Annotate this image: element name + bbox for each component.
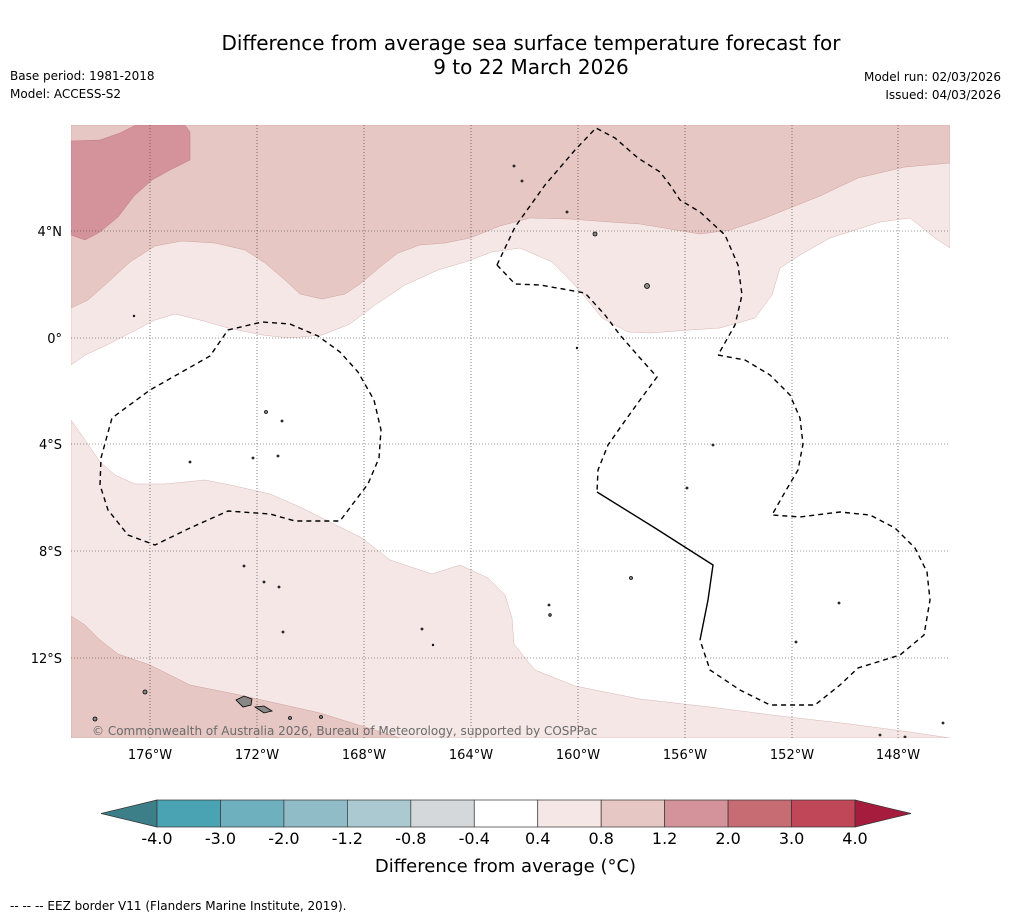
base-period: Base period: 1981-2018 bbox=[10, 69, 155, 83]
colorbar-tick-label: -0.4 bbox=[459, 829, 490, 848]
eez-borders bbox=[99, 127, 931, 706]
eez-western-loop bbox=[99, 321, 382, 546]
eez-tokelau-kiribati bbox=[496, 127, 743, 356]
anomaly-region-northwest-high bbox=[71, 125, 191, 241]
map-title: Difference from average sea surface temp… bbox=[0, 31, 1011, 79]
colorbar-extend-high bbox=[854, 799, 912, 828]
title-line-1: Difference from average sea surface temp… bbox=[221, 31, 841, 55]
colorbar-tick-label: -3.0 bbox=[205, 829, 236, 848]
eez-solid-boundary bbox=[596, 491, 714, 641]
samoa-island-west bbox=[235, 695, 253, 708]
colorbar-tick-label: -0.8 bbox=[395, 829, 426, 848]
lat-ticks: 4°N 0° 4°S 8°S 12°S bbox=[31, 225, 62, 667]
lon-tick: 172°W bbox=[235, 748, 279, 763]
gridlines bbox=[71, 125, 950, 738]
colorbar-tick-label: 0.4 bbox=[525, 829, 550, 848]
colorbar-ticks: -4.0 -3.0 -2.0 -1.2 -0.8 -0.4 0.4 0.8 1.2 2.0 3.0 4… bbox=[141, 829, 867, 848]
colorbar-tick-label: -2.0 bbox=[268, 829, 299, 848]
meta-right: Model run: 02/03/2026 Issued: 04/03/2026 bbox=[864, 68, 1001, 104]
anomaly-region-south-mid bbox=[71, 615, 401, 738]
colorbar-tick-label: 2.0 bbox=[715, 829, 740, 848]
meta-left: Base period: 1981-2018 Model: ACCESS-S2 bbox=[10, 67, 155, 103]
lat-tick: 0° bbox=[47, 332, 62, 347]
colorbar-segment bbox=[600, 799, 665, 828]
map-panel bbox=[71, 125, 950, 738]
colorbar-segment bbox=[727, 799, 792, 828]
lon-ticks: 176°W 172°W 168°W 164°W 160°W 156°W 152°… bbox=[128, 748, 920, 763]
colorbar-segment bbox=[473, 799, 539, 828]
colorbar-segment bbox=[410, 799, 475, 828]
eez-southern-loop bbox=[699, 354, 931, 706]
lon-tick: 168°W bbox=[342, 748, 386, 763]
lon-tick: 164°W bbox=[449, 748, 493, 763]
lat-tick: 12°S bbox=[31, 652, 62, 667]
lon-tick: 156°W bbox=[663, 748, 707, 763]
title-line-2: 9 to 22 March 2026 bbox=[433, 55, 629, 79]
colorbar bbox=[100, 799, 912, 828]
eez-central-boundary bbox=[496, 264, 658, 493]
colorbar-segment bbox=[347, 799, 412, 828]
lat-tick: 4°S bbox=[39, 438, 62, 453]
colorbar-tick-label: -4.0 bbox=[141, 829, 172, 848]
colorbar-segment bbox=[283, 799, 348, 828]
colorbar-tick-label: 1.2 bbox=[652, 829, 677, 848]
issued-date: Issued: 04/03/2026 bbox=[885, 88, 1001, 102]
lon-tick: 176°W bbox=[128, 748, 172, 763]
colorbar-segment bbox=[791, 799, 856, 828]
colorbar-segment bbox=[156, 799, 221, 828]
anomaly-region-south-low bbox=[71, 419, 950, 738]
lon-tick: 152°W bbox=[770, 748, 814, 763]
colorbar-tick-label: 4.0 bbox=[842, 829, 867, 848]
colorbar-segment bbox=[537, 799, 602, 828]
samoa-island-east bbox=[253, 705, 274, 714]
lon-tick: 148°W bbox=[876, 748, 920, 763]
copyright-notice: © Commonwealth of Australia 2026, Bureau… bbox=[92, 724, 597, 738]
colorbar-segment bbox=[664, 799, 729, 828]
colorbar-label: Difference from average (°C) bbox=[374, 856, 637, 877]
colorbar-segment bbox=[220, 799, 285, 828]
colorbar-extend-low bbox=[100, 799, 158, 828]
lon-tick: 160°W bbox=[556, 748, 600, 763]
colorbar-tick-label: 3.0 bbox=[779, 829, 804, 848]
lat-tick: 4°N bbox=[38, 225, 63, 240]
islands bbox=[92, 164, 945, 738]
model-run: Model run: 02/03/2026 bbox=[863, 70, 1001, 84]
colorbar-tick-label: 0.8 bbox=[588, 829, 613, 848]
colorbar-tick-label: -1.2 bbox=[332, 829, 363, 848]
lat-tick: 8°S bbox=[39, 545, 62, 560]
model-name: Model: ACCESS-S2 bbox=[10, 87, 122, 101]
eez-legend-footer: -- -- -- EEZ border V11 (Flanders Marine… bbox=[10, 899, 347, 913]
anomaly-region-north-mid bbox=[71, 125, 950, 309]
